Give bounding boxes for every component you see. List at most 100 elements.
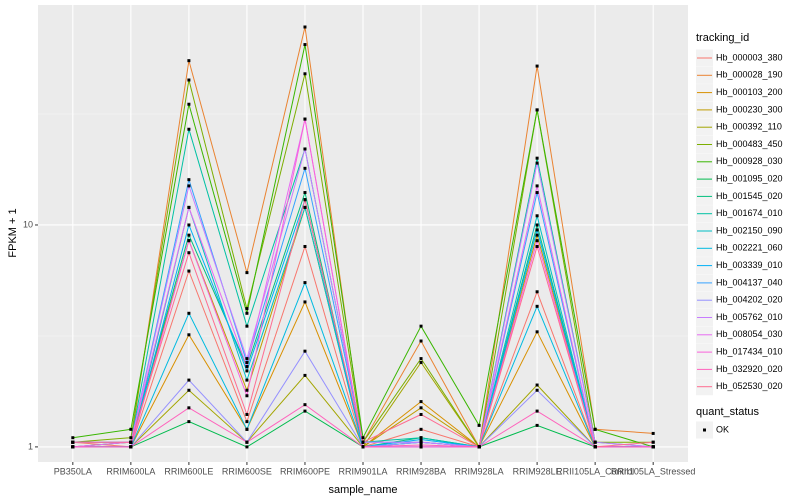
point	[303, 72, 307, 76]
point	[245, 271, 249, 275]
x-tick-label: RRII105LA_Stressed	[611, 466, 696, 476]
point	[187, 311, 191, 315]
point	[303, 300, 307, 304]
point	[535, 108, 539, 112]
legend-label: Hb_005762_010	[716, 312, 783, 322]
point	[419, 357, 423, 361]
point	[477, 445, 481, 449]
x-tick-label: RRIM928BA	[396, 466, 446, 476]
point	[245, 365, 249, 369]
legend-label: Hb_000928_030	[716, 156, 783, 166]
legend-label: Hb_000103_200	[716, 87, 783, 97]
point	[187, 239, 191, 243]
point	[303, 191, 307, 195]
point	[245, 427, 249, 431]
point	[419, 443, 423, 447]
x-tick-label: RRIM928LA	[455, 466, 504, 476]
y-tick-label: 10	[23, 219, 33, 229]
point	[245, 388, 249, 392]
point	[71, 440, 75, 444]
point	[303, 43, 307, 47]
point	[245, 440, 249, 444]
legend-label: Hb_000483_450	[716, 139, 783, 149]
point	[419, 445, 423, 449]
point	[419, 440, 423, 444]
point	[129, 445, 133, 449]
point	[593, 445, 597, 449]
point	[303, 147, 307, 151]
point	[187, 102, 191, 106]
point	[303, 198, 307, 202]
legend-label: Hb_004202_020	[716, 295, 783, 305]
x-tick-label: RRIM600SE	[222, 466, 272, 476]
point	[651, 445, 655, 449]
point	[419, 324, 423, 328]
point	[187, 269, 191, 273]
point	[593, 440, 597, 444]
point	[303, 117, 307, 121]
point	[187, 251, 191, 255]
point	[187, 127, 191, 131]
point	[71, 445, 75, 449]
point	[419, 436, 423, 440]
point	[535, 223, 539, 227]
point	[593, 427, 597, 431]
point	[245, 307, 249, 311]
point	[419, 400, 423, 404]
point	[245, 361, 249, 365]
point	[535, 330, 539, 334]
x-tick-label: RRII105LA_Control	[556, 466, 634, 476]
point	[303, 281, 307, 285]
point	[535, 214, 539, 218]
point	[535, 244, 539, 248]
point	[303, 349, 307, 353]
x-tick-label: RRIM600LA	[106, 466, 155, 476]
legend-label: Hb_003339_010	[716, 260, 783, 270]
point	[245, 311, 249, 315]
x-tick-label: RRIM928LE	[513, 466, 562, 476]
point	[535, 156, 539, 160]
point	[419, 339, 423, 343]
point	[129, 427, 133, 431]
point	[303, 409, 307, 413]
point	[535, 184, 539, 188]
point	[187, 333, 191, 337]
point	[187, 59, 191, 63]
point	[71, 436, 75, 440]
point	[187, 223, 191, 227]
point	[187, 205, 191, 209]
legend-label: Hb_000230_300	[716, 104, 783, 114]
point	[187, 233, 191, 237]
point	[535, 64, 539, 68]
point	[187, 184, 191, 188]
point	[477, 423, 481, 427]
point	[419, 437, 423, 441]
point	[535, 383, 539, 387]
point-legend-title: quant_status	[696, 406, 759, 418]
point	[187, 420, 191, 424]
point	[419, 427, 423, 431]
point	[651, 431, 655, 435]
legend-label: Hb_000003_380	[716, 52, 783, 62]
point	[303, 25, 307, 29]
point	[245, 357, 249, 361]
legend-label: Hb_001095_020	[716, 173, 783, 183]
point	[129, 440, 133, 444]
point	[651, 440, 655, 444]
point	[535, 191, 539, 195]
point	[361, 445, 365, 449]
point	[535, 423, 539, 427]
point	[419, 361, 423, 365]
point	[535, 409, 539, 413]
x-tick-label: RRIM901LA	[338, 466, 387, 476]
point	[303, 205, 307, 209]
x-axis-label: sample_name	[328, 484, 397, 496]
point	[245, 420, 249, 424]
legend-label: Hb_004137_040	[716, 277, 783, 287]
legend-label: Hb_001545_020	[716, 191, 783, 201]
point	[303, 373, 307, 377]
legend-label: Hb_002221_060	[716, 243, 783, 253]
legend-label: Hb_002150_090	[716, 225, 783, 235]
point	[303, 403, 307, 407]
